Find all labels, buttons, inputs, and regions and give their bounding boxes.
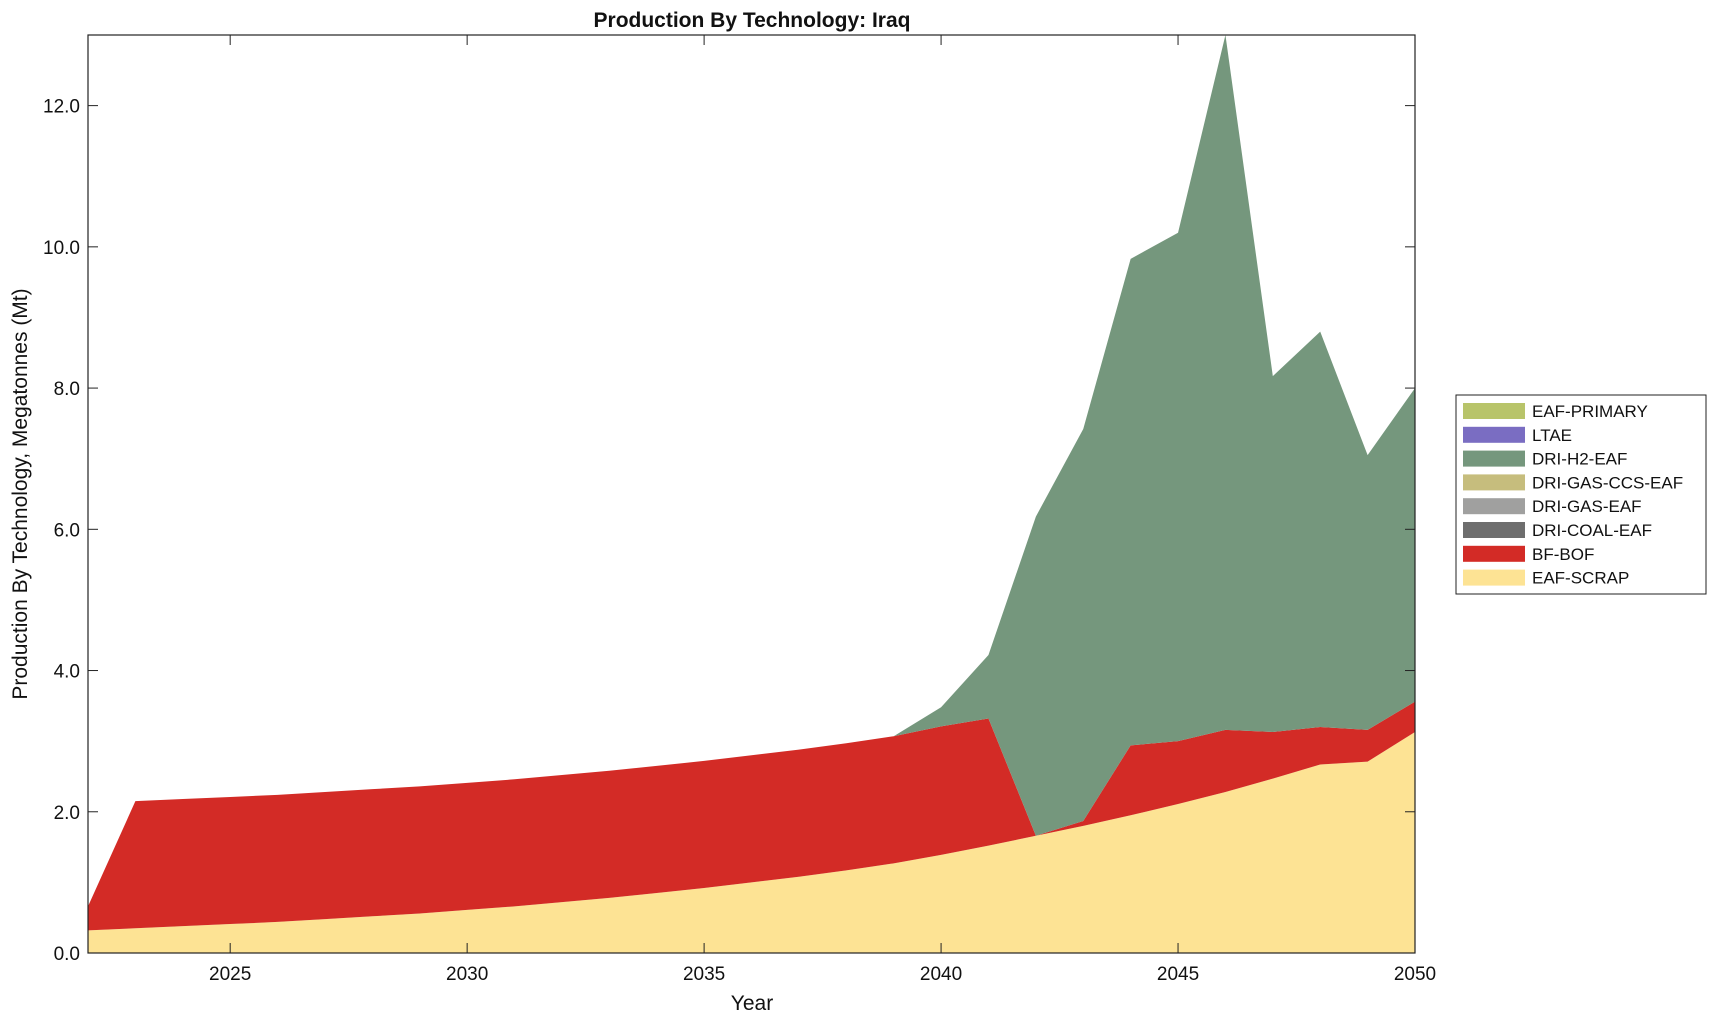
x-tick-label: 2050	[1394, 964, 1436, 985]
legend-label: DRI-GAS-EAF	[1532, 497, 1642, 516]
x-tick-label: 2040	[920, 964, 962, 985]
legend-label: BF-BOF	[1532, 545, 1594, 564]
area-dri-h2-eaf	[88, 35, 1415, 907]
area-series-group	[88, 35, 1415, 953]
x-axis: 2025 2030 2035 2040 2045 2050	[209, 35, 1436, 985]
legend-label: LTAE	[1532, 426, 1572, 445]
y-tick-label: 6.0	[54, 520, 80, 541]
legend-swatch	[1463, 522, 1525, 538]
x-tick-label: 2045	[1157, 964, 1199, 985]
y-tick-label: 8.0	[54, 379, 80, 400]
legend-swatch	[1463, 569, 1525, 586]
y-tick-label: 4.0	[54, 662, 80, 683]
plot-frame	[87, 34, 1416, 954]
x-tick-label: 2025	[209, 964, 251, 985]
x-axis-label: Year	[731, 992, 773, 1015]
legend-box	[1455, 394, 1707, 595]
legend-swatch	[1463, 498, 1525, 515]
chart-title: Production By Technology: Iraq	[594, 9, 911, 32]
legend-label: DRI-GAS-CCS-EAF	[1532, 473, 1683, 492]
legend: EAF-PRIMARY LTAE DRI-H2-EAF DRI-GAS-CCS-EAF…	[1455, 394, 1707, 595]
x-tick-label: 2030	[446, 964, 488, 985]
y-tick-label: 12.0	[43, 97, 80, 118]
legend-label: DRI-COAL-EAF	[1532, 521, 1652, 540]
legend-label: DRI-H2-EAF	[1532, 450, 1627, 469]
legend-swatch	[1463, 426, 1525, 443]
area-bf-bof	[88, 701, 1415, 931]
legend-swatch	[1463, 403, 1525, 419]
legend-label: EAF-PRIMARY	[1532, 402, 1648, 421]
y-axis: 0.0 2.0 4.0 6.0 8.0 10.0 12.0	[43, 97, 1415, 965]
area-eaf-scrap	[88, 731, 1415, 953]
x-tick-label: 2035	[683, 964, 725, 985]
y-axis-label: Production By Technology, Megatonnes (Mt…	[9, 288, 32, 699]
legend-swatch	[1463, 545, 1525, 562]
y-tick-label: 10.0	[43, 238, 80, 259]
y-tick-label: 2.0	[54, 803, 80, 824]
legend-label: EAF-SCRAP	[1532, 569, 1629, 588]
legend-swatch	[1463, 474, 1525, 491]
legend-swatch	[1463, 450, 1525, 467]
y-tick-label: 0.0	[54, 944, 80, 965]
